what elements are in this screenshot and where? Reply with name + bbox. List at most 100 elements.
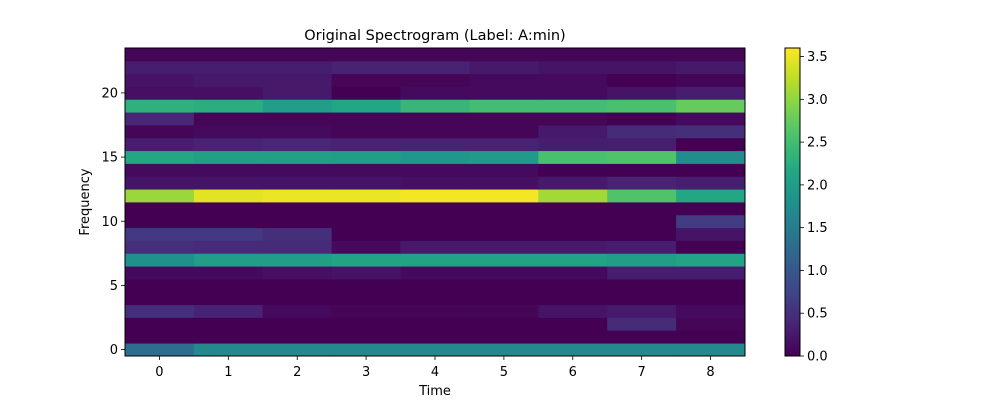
- heatmap-cell: [262, 266, 333, 280]
- heatmap-cell: [331, 163, 401, 177]
- heatmap-cell: [607, 112, 677, 126]
- heatmap-cell: [331, 125, 401, 139]
- heatmap-cell: [400, 125, 470, 139]
- heatmap-cell: [676, 330, 746, 344]
- heatmap-cell: [125, 176, 195, 190]
- x-tick-label: 0: [155, 365, 163, 380]
- heatmap-cell: [400, 343, 470, 357]
- heatmap-cell: [538, 189, 608, 203]
- heatmap-cell: [125, 112, 195, 126]
- heatmap-cell: [469, 86, 539, 100]
- heatmap-cell: [125, 227, 195, 241]
- heatmap-cell: [676, 343, 746, 357]
- heatmap-cell: [193, 125, 264, 139]
- heatmap-cell: [331, 73, 401, 87]
- heatmap-cell: [193, 253, 264, 267]
- heatmap-cell: [125, 48, 195, 62]
- heatmap-cell: [262, 150, 333, 164]
- heatmap-cell: [676, 189, 746, 203]
- heatmap-cell: [262, 240, 333, 254]
- heatmap-cell: [607, 266, 677, 280]
- heatmap-cell: [469, 240, 539, 254]
- heatmap-cell: [125, 240, 195, 254]
- heatmap-cell: [538, 125, 608, 139]
- heatmap-cell: [469, 202, 539, 216]
- heatmap-cell: [262, 343, 333, 357]
- heatmap-cell: [262, 163, 333, 177]
- x-axis-ticks: 0 1 2 3 4 5 6 7 8: [155, 356, 715, 380]
- x-tick-label: 2: [293, 365, 301, 380]
- heatmap-cell: [125, 73, 195, 87]
- heatmap-cell: [676, 291, 746, 306]
- heatmap-cell: [676, 266, 746, 280]
- colorbar-tick-label: 3.0: [807, 93, 828, 108]
- heatmap-cell: [331, 60, 401, 75]
- heatmap-cell: [125, 150, 195, 164]
- heatmap-cell: [676, 99, 746, 113]
- heatmap-cell: [469, 137, 539, 152]
- colorbar: [784, 47, 801, 357]
- heatmap-cell: [676, 214, 746, 229]
- heatmap-cell: [262, 125, 333, 139]
- heatmap-cell: [193, 304, 264, 318]
- heatmap-cell: [331, 317, 401, 331]
- heatmap-cell: [469, 330, 539, 344]
- heatmap-cell: [331, 112, 401, 126]
- heatmap-cell: [607, 317, 677, 331]
- colorbar-tick-label: 1.0: [807, 264, 828, 279]
- heatmap-cell: [607, 227, 677, 241]
- heatmap-cell: [538, 137, 608, 152]
- heatmap-cell: [607, 99, 677, 113]
- heatmap-cell: [262, 60, 333, 75]
- heatmap-cell: [262, 304, 333, 318]
- heatmap-cell: [538, 304, 608, 318]
- x-tick-label: 5: [500, 365, 508, 380]
- y-axis-ticks: 0 5 10 15 20: [101, 86, 125, 358]
- heatmap-cell: [469, 73, 539, 87]
- heatmap-cell: [262, 227, 333, 241]
- heatmap-cell: [538, 202, 608, 216]
- heatmap-cell: [469, 112, 539, 126]
- heatmap-cell: [469, 317, 539, 331]
- heatmap-cell: [193, 60, 264, 75]
- colorbar-tick-label: 2.0: [807, 178, 828, 193]
- heatmap-cell: [400, 304, 470, 318]
- heatmap-cell: [125, 125, 195, 139]
- heatmap-cell: [400, 86, 470, 100]
- heatmap-cell: [125, 279, 195, 293]
- heatmap-cell: [262, 214, 333, 229]
- heatmap-cell: [400, 214, 470, 229]
- colorbar-tick-label: 0.5: [807, 307, 828, 322]
- heatmap-cell: [193, 189, 264, 203]
- heatmap-cell: [469, 48, 539, 62]
- heatmap-cell: [676, 253, 746, 267]
- heatmap-cell: [676, 163, 746, 177]
- heatmap-cell: [469, 343, 539, 357]
- heatmap-cell: [607, 253, 677, 267]
- heatmap-cell: [676, 317, 746, 331]
- heatmap-cell: [538, 112, 608, 126]
- heatmap-cell: [676, 227, 746, 241]
- heatmap-cell: [400, 253, 470, 267]
- heatmap-cell: [125, 317, 195, 331]
- heatmap-cell: [331, 48, 401, 62]
- heatmap-cell: [331, 343, 401, 357]
- heatmap-cell: [607, 125, 677, 139]
- heatmap-cell: [538, 279, 608, 293]
- heatmap-cell: [193, 86, 264, 100]
- heatmap-cell: [193, 163, 264, 177]
- heatmap-cell: [676, 60, 746, 75]
- heatmap-cell: [607, 240, 677, 254]
- x-tick-label: 6: [569, 365, 577, 380]
- heatmap-cell: [538, 48, 608, 62]
- heatmap-cell: [607, 73, 677, 87]
- colorbar-tick-label: 1.5: [807, 221, 828, 236]
- heatmap-cell: [469, 60, 539, 75]
- heatmap-cell: [400, 99, 470, 113]
- heatmap-cell: [331, 227, 401, 241]
- heatmap-cell: [607, 60, 677, 75]
- heatmap-cell: [125, 343, 195, 357]
- heatmap-cell: [469, 227, 539, 241]
- heatmap-cell: [262, 189, 333, 203]
- heatmap-cell: [262, 330, 333, 344]
